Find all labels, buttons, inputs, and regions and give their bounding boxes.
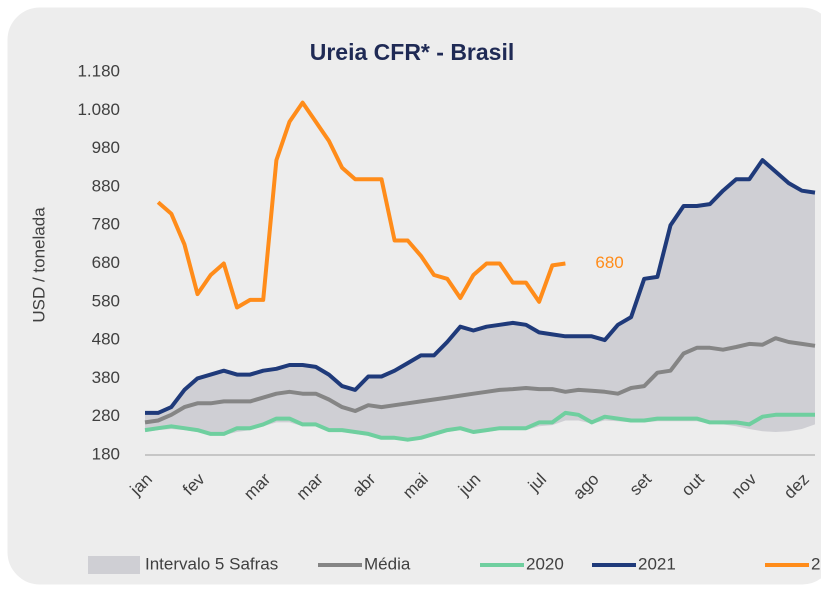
legend-swatch	[88, 556, 140, 574]
annotation: 680	[595, 253, 623, 272]
legend-label: Média	[364, 554, 411, 573]
line-2020	[144, 410, 815, 442]
y-tick-label: 580	[92, 291, 120, 310]
panel	[4, 4, 821, 588]
y-axis-label: USD / tonelada	[29, 207, 48, 323]
y-tick-label: 1.180	[77, 61, 120, 80]
y-tick-label: 280	[92, 406, 120, 425]
range-band	[145, 160, 815, 441]
legend-label: Intervalo 5 Safras	[145, 554, 278, 573]
y-tick-label: 480	[92, 330, 120, 349]
y-tick-label: 680	[92, 253, 120, 272]
legend-label: 2020	[526, 554, 564, 573]
legend-label: 2021	[638, 554, 676, 573]
line-2022	[156, 100, 566, 310]
legend-label: 2022	[811, 554, 821, 573]
y-tick-label: 1.080	[77, 100, 120, 119]
y-tick-label: 880	[92, 176, 120, 195]
line-2021	[145, 158, 816, 415]
line-m-dia	[144, 336, 816, 425]
y-tick-label: 980	[92, 138, 120, 157]
y-tick-label: 380	[92, 368, 120, 387]
y-tick-label: 180	[92, 444, 120, 463]
chart-title: Ureia CFR* - Brasil	[310, 39, 515, 65]
y-tick-label: 780	[92, 215, 120, 234]
